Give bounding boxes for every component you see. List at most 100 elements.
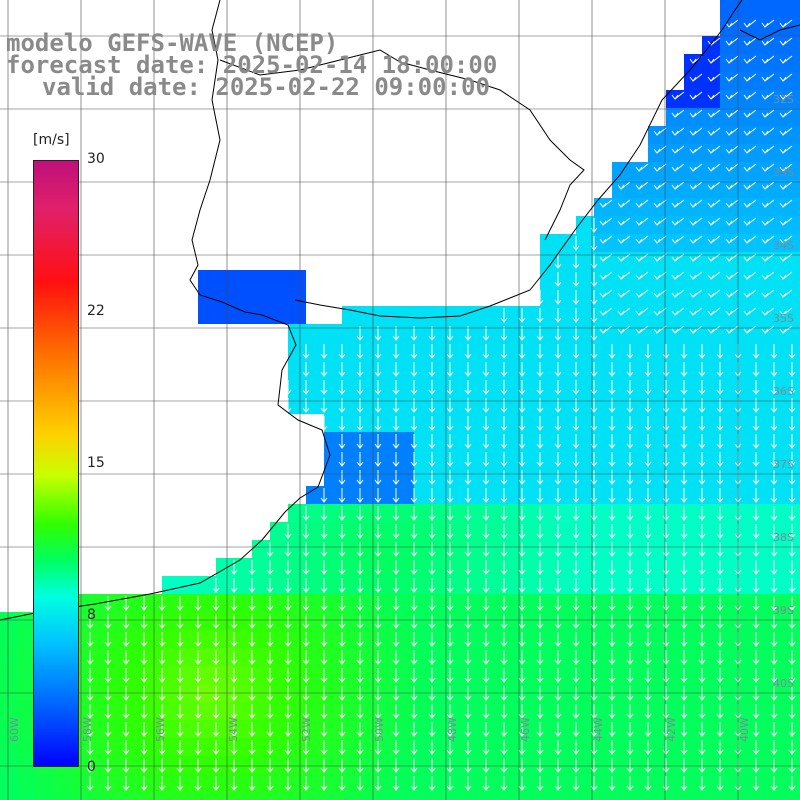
wind-arrow-icon (626, 722, 634, 737)
wind-arrow-icon (644, 560, 652, 575)
wind-arrow-icon (410, 434, 418, 449)
wind-arrow-icon (680, 506, 688, 521)
wind-arrow-icon (428, 452, 436, 467)
wind-speed-cell (738, 414, 756, 432)
wind-speed-cell (576, 648, 594, 666)
wind-arrow-icon (392, 632, 400, 647)
wind-speed-cell (720, 504, 738, 522)
wind-speed-cell (306, 594, 324, 612)
wind-speed-cell (144, 702, 162, 720)
wind-arrow-icon (248, 722, 256, 737)
wind-arrow-icon (554, 290, 562, 305)
wind-arrow-icon (743, 271, 757, 280)
wind-arrow-icon (284, 560, 292, 575)
wind-arrow-icon (464, 434, 472, 449)
wind-speed-cell (540, 594, 558, 612)
wind-speed-cell (216, 630, 234, 648)
wind-arrow-icon (680, 740, 688, 755)
wind-speed-cell (324, 612, 342, 630)
wind-arrow-icon (374, 452, 382, 467)
wind-speed-cell (684, 612, 702, 630)
wind-speed-cell (486, 648, 504, 666)
wind-arrow-icon (302, 596, 310, 611)
wind-arrow-icon (716, 416, 724, 431)
wind-arrow-icon (680, 578, 688, 593)
wind-speed-cell (234, 738, 252, 756)
wind-arrow-icon (608, 380, 616, 395)
wind-arrow-icon (374, 434, 382, 449)
wind-arrow-icon (356, 668, 364, 683)
wind-speed-cell (594, 648, 612, 666)
wind-arrow-icon (500, 506, 508, 521)
wind-speed-cell (450, 432, 468, 450)
wind-speed-cell (450, 666, 468, 684)
wind-speed-cell (486, 396, 504, 414)
wind-speed-cell (414, 450, 432, 468)
wind-speed-cell (666, 648, 684, 666)
wind-speed-cell (270, 630, 288, 648)
wind-arrow-icon (140, 776, 148, 791)
wind-speed-cell (702, 558, 720, 576)
wind-arrow-icon (374, 380, 382, 395)
wind-arrow-icon (680, 758, 688, 773)
wind-arrow-icon (761, 91, 775, 100)
wind-speed-cell (738, 0, 756, 18)
wind-arrow-icon (707, 55, 721, 64)
wind-speed-cell (18, 666, 36, 684)
wind-arrow-icon (689, 127, 703, 136)
wind-arrow-icon (689, 91, 703, 100)
wind-arrow-icon (374, 740, 382, 755)
wind-arrow-icon (554, 362, 562, 377)
wind-arrow-icon (770, 452, 778, 467)
wind-arrow-icon (743, 307, 757, 316)
wind-arrow-icon (104, 776, 112, 791)
wind-speed-cell (198, 576, 216, 594)
wind-arrow-icon (320, 506, 328, 521)
wind-speed-cell (594, 792, 612, 800)
wind-arrow-icon (743, 109, 757, 118)
wind-arrow-icon (554, 524, 562, 539)
wind-arrow-icon (464, 344, 472, 359)
wind-arrow-icon (356, 470, 364, 485)
wind-arrow-icon (374, 398, 382, 413)
wind-arrow-icon (302, 398, 310, 413)
wind-arrow-icon (779, 325, 793, 334)
wind-speed-cell (774, 576, 792, 594)
wind-speed-cell (252, 738, 270, 756)
wind-arrow-icon (752, 362, 760, 377)
wind-arrow-icon (662, 416, 670, 431)
lon-label: 46W (519, 717, 532, 742)
wind-speed-cell (594, 414, 612, 432)
wind-speed-cell (738, 468, 756, 486)
wind-arrow-icon (284, 380, 292, 395)
wind-speed-cell (450, 522, 468, 540)
wind-speed-cell (738, 630, 756, 648)
wind-arrow-icon (230, 776, 238, 791)
wind-arrow-icon (194, 614, 202, 629)
wind-arrow-icon (518, 650, 526, 665)
wind-arrow-icon (428, 578, 436, 593)
wind-arrow-icon (536, 308, 544, 323)
wind-arrow-icon (248, 776, 256, 791)
wind-arrow-icon (230, 704, 238, 719)
wind-speed-cell (342, 396, 360, 414)
wind-speed-cell (360, 666, 378, 684)
wind-arrow-icon (662, 488, 670, 503)
wind-arrow-icon (554, 758, 562, 773)
wind-arrow-icon (761, 325, 775, 334)
wind-arrow-icon (536, 380, 544, 395)
wind-speed-cell (774, 702, 792, 720)
wind-arrow-icon (770, 722, 778, 737)
wind-speed-cell (396, 450, 414, 468)
wind-speed-cell (522, 504, 540, 522)
wind-speed-cell (720, 756, 738, 774)
wind-arrow-icon (374, 650, 382, 665)
wind-arrow-icon (284, 524, 292, 539)
wind-arrow-icon (248, 596, 256, 611)
lon-label: 60W (8, 717, 21, 742)
wind-speed-cell (756, 378, 774, 396)
wind-arrow-icon (410, 506, 418, 521)
wind-arrow-icon (266, 776, 274, 791)
wind-arrow-icon (428, 614, 436, 629)
wind-speed-cell (216, 720, 234, 738)
